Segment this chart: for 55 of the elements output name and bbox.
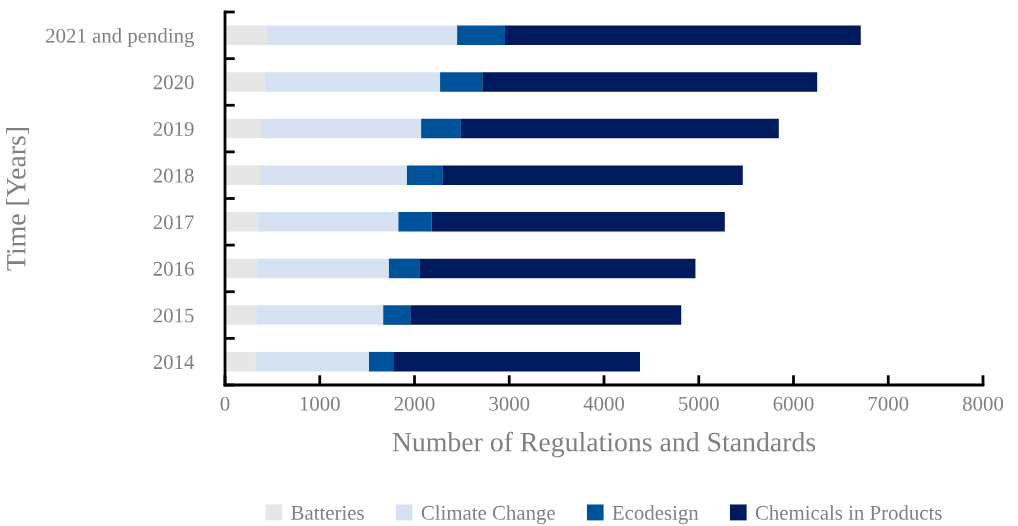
x-tick-label: 1000 bbox=[300, 396, 340, 411]
bar bbox=[266, 25, 458, 46]
legend-label: Climate Change bbox=[421, 505, 555, 525]
bar bbox=[406, 165, 443, 185]
legend-label: Chemicals in Products bbox=[755, 505, 942, 520]
x-axis-title: Number of Regulations and Standards bbox=[392, 431, 816, 458]
y-tick-label: 2019 bbox=[153, 121, 194, 136]
bar bbox=[225, 72, 265, 92]
bar bbox=[431, 212, 725, 232]
y-tick-label: 2016 bbox=[153, 261, 194, 276]
bar bbox=[457, 25, 505, 46]
bar bbox=[225, 305, 257, 325]
bar bbox=[440, 72, 483, 92]
bar bbox=[225, 258, 257, 279]
x-tick-label: 5000 bbox=[679, 396, 719, 411]
bar bbox=[421, 118, 461, 139]
bar bbox=[225, 25, 267, 46]
y-tick-label: 2021 and pending bbox=[46, 28, 195, 48]
y-tick-label: 2017 bbox=[153, 215, 194, 230]
bar bbox=[261, 118, 422, 139]
bar bbox=[369, 351, 394, 372]
y-tick-label: 2015 bbox=[153, 308, 194, 323]
x-tick-label: 4000 bbox=[583, 396, 625, 411]
legend-label: Batteries bbox=[291, 505, 364, 520]
bar bbox=[225, 118, 261, 139]
bar bbox=[256, 258, 389, 279]
bar bbox=[255, 351, 370, 372]
y-tick-label: 2018 bbox=[153, 168, 194, 183]
bar bbox=[398, 212, 432, 232]
y-tick-label: 2020 bbox=[153, 75, 194, 90]
bar bbox=[410, 305, 682, 325]
bar bbox=[504, 25, 861, 46]
legend-label: Ecodesign bbox=[612, 505, 699, 525]
bar bbox=[419, 258, 696, 279]
x-tick-label: 2000 bbox=[394, 396, 435, 411]
bar bbox=[442, 165, 743, 185]
bar bbox=[264, 72, 441, 92]
x-tick-label: 3000 bbox=[489, 396, 530, 411]
x-tick-label: 0 bbox=[220, 396, 230, 411]
y-tick-label: 2014 bbox=[153, 355, 195, 370]
bar bbox=[258, 212, 399, 232]
y-axis-title: Time [Years] bbox=[6, 128, 30, 271]
bar bbox=[383, 305, 411, 325]
bar bbox=[225, 351, 256, 372]
x-tick-label: 8000 bbox=[962, 396, 1004, 411]
bar bbox=[225, 165, 260, 185]
bar bbox=[225, 212, 259, 232]
bar bbox=[460, 118, 779, 139]
bar bbox=[393, 351, 640, 372]
bar bbox=[259, 165, 407, 185]
bar bbox=[482, 72, 818, 92]
x-tick-label: 7000 bbox=[868, 396, 909, 411]
x-tick-label: 6000 bbox=[773, 396, 814, 411]
bar bbox=[256, 305, 384, 325]
bar bbox=[388, 258, 420, 279]
